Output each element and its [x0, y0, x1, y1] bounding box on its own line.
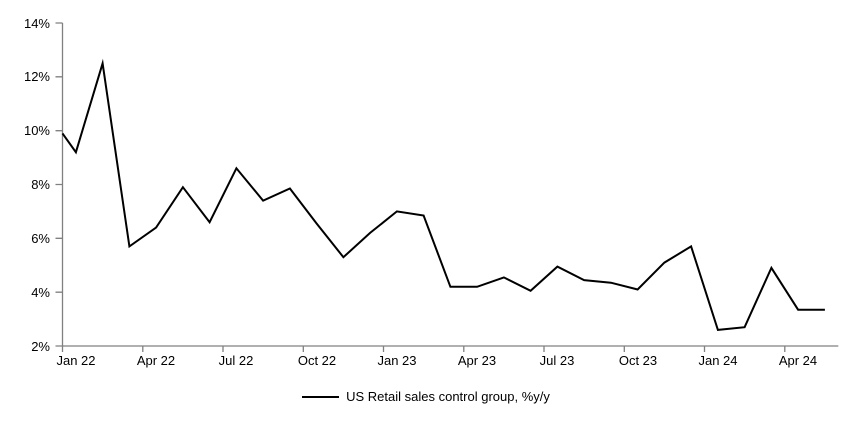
- legend: US Retail sales control group, %y/y: [0, 389, 852, 404]
- y-axis-label: 8%: [31, 177, 50, 192]
- x-axis-label: Jan 24: [698, 353, 738, 368]
- x-axis-label: Oct 22: [297, 353, 337, 368]
- y-axis-label: 6%: [31, 231, 50, 246]
- x-axis-label: Apr 23: [457, 353, 497, 368]
- legend-line-swatch-icon: [302, 395, 340, 398]
- y-axis-label: 14%: [23, 16, 50, 31]
- y-axis-label: 10%: [23, 123, 50, 138]
- x-axis-label: Apr 22: [136, 353, 176, 368]
- x-axis-label: Oct 23: [618, 353, 658, 368]
- y-axis-label: 4%: [31, 285, 50, 300]
- x-axis-label: Jul 22: [218, 353, 254, 368]
- axes: [55, 22, 839, 352]
- y-axis-label: 12%: [23, 69, 50, 84]
- legend-series-label: US Retail sales control group, %y/y: [346, 389, 550, 404]
- x-axis-label: Jan 22: [56, 353, 96, 368]
- series-line: [61, 58, 825, 331]
- x-axis-label: Jul 23: [539, 353, 575, 368]
- x-axis-label: Jan 23: [377, 353, 417, 368]
- x-axis-label: Apr 24: [778, 353, 818, 368]
- y-axis-label: 2%: [31, 339, 50, 354]
